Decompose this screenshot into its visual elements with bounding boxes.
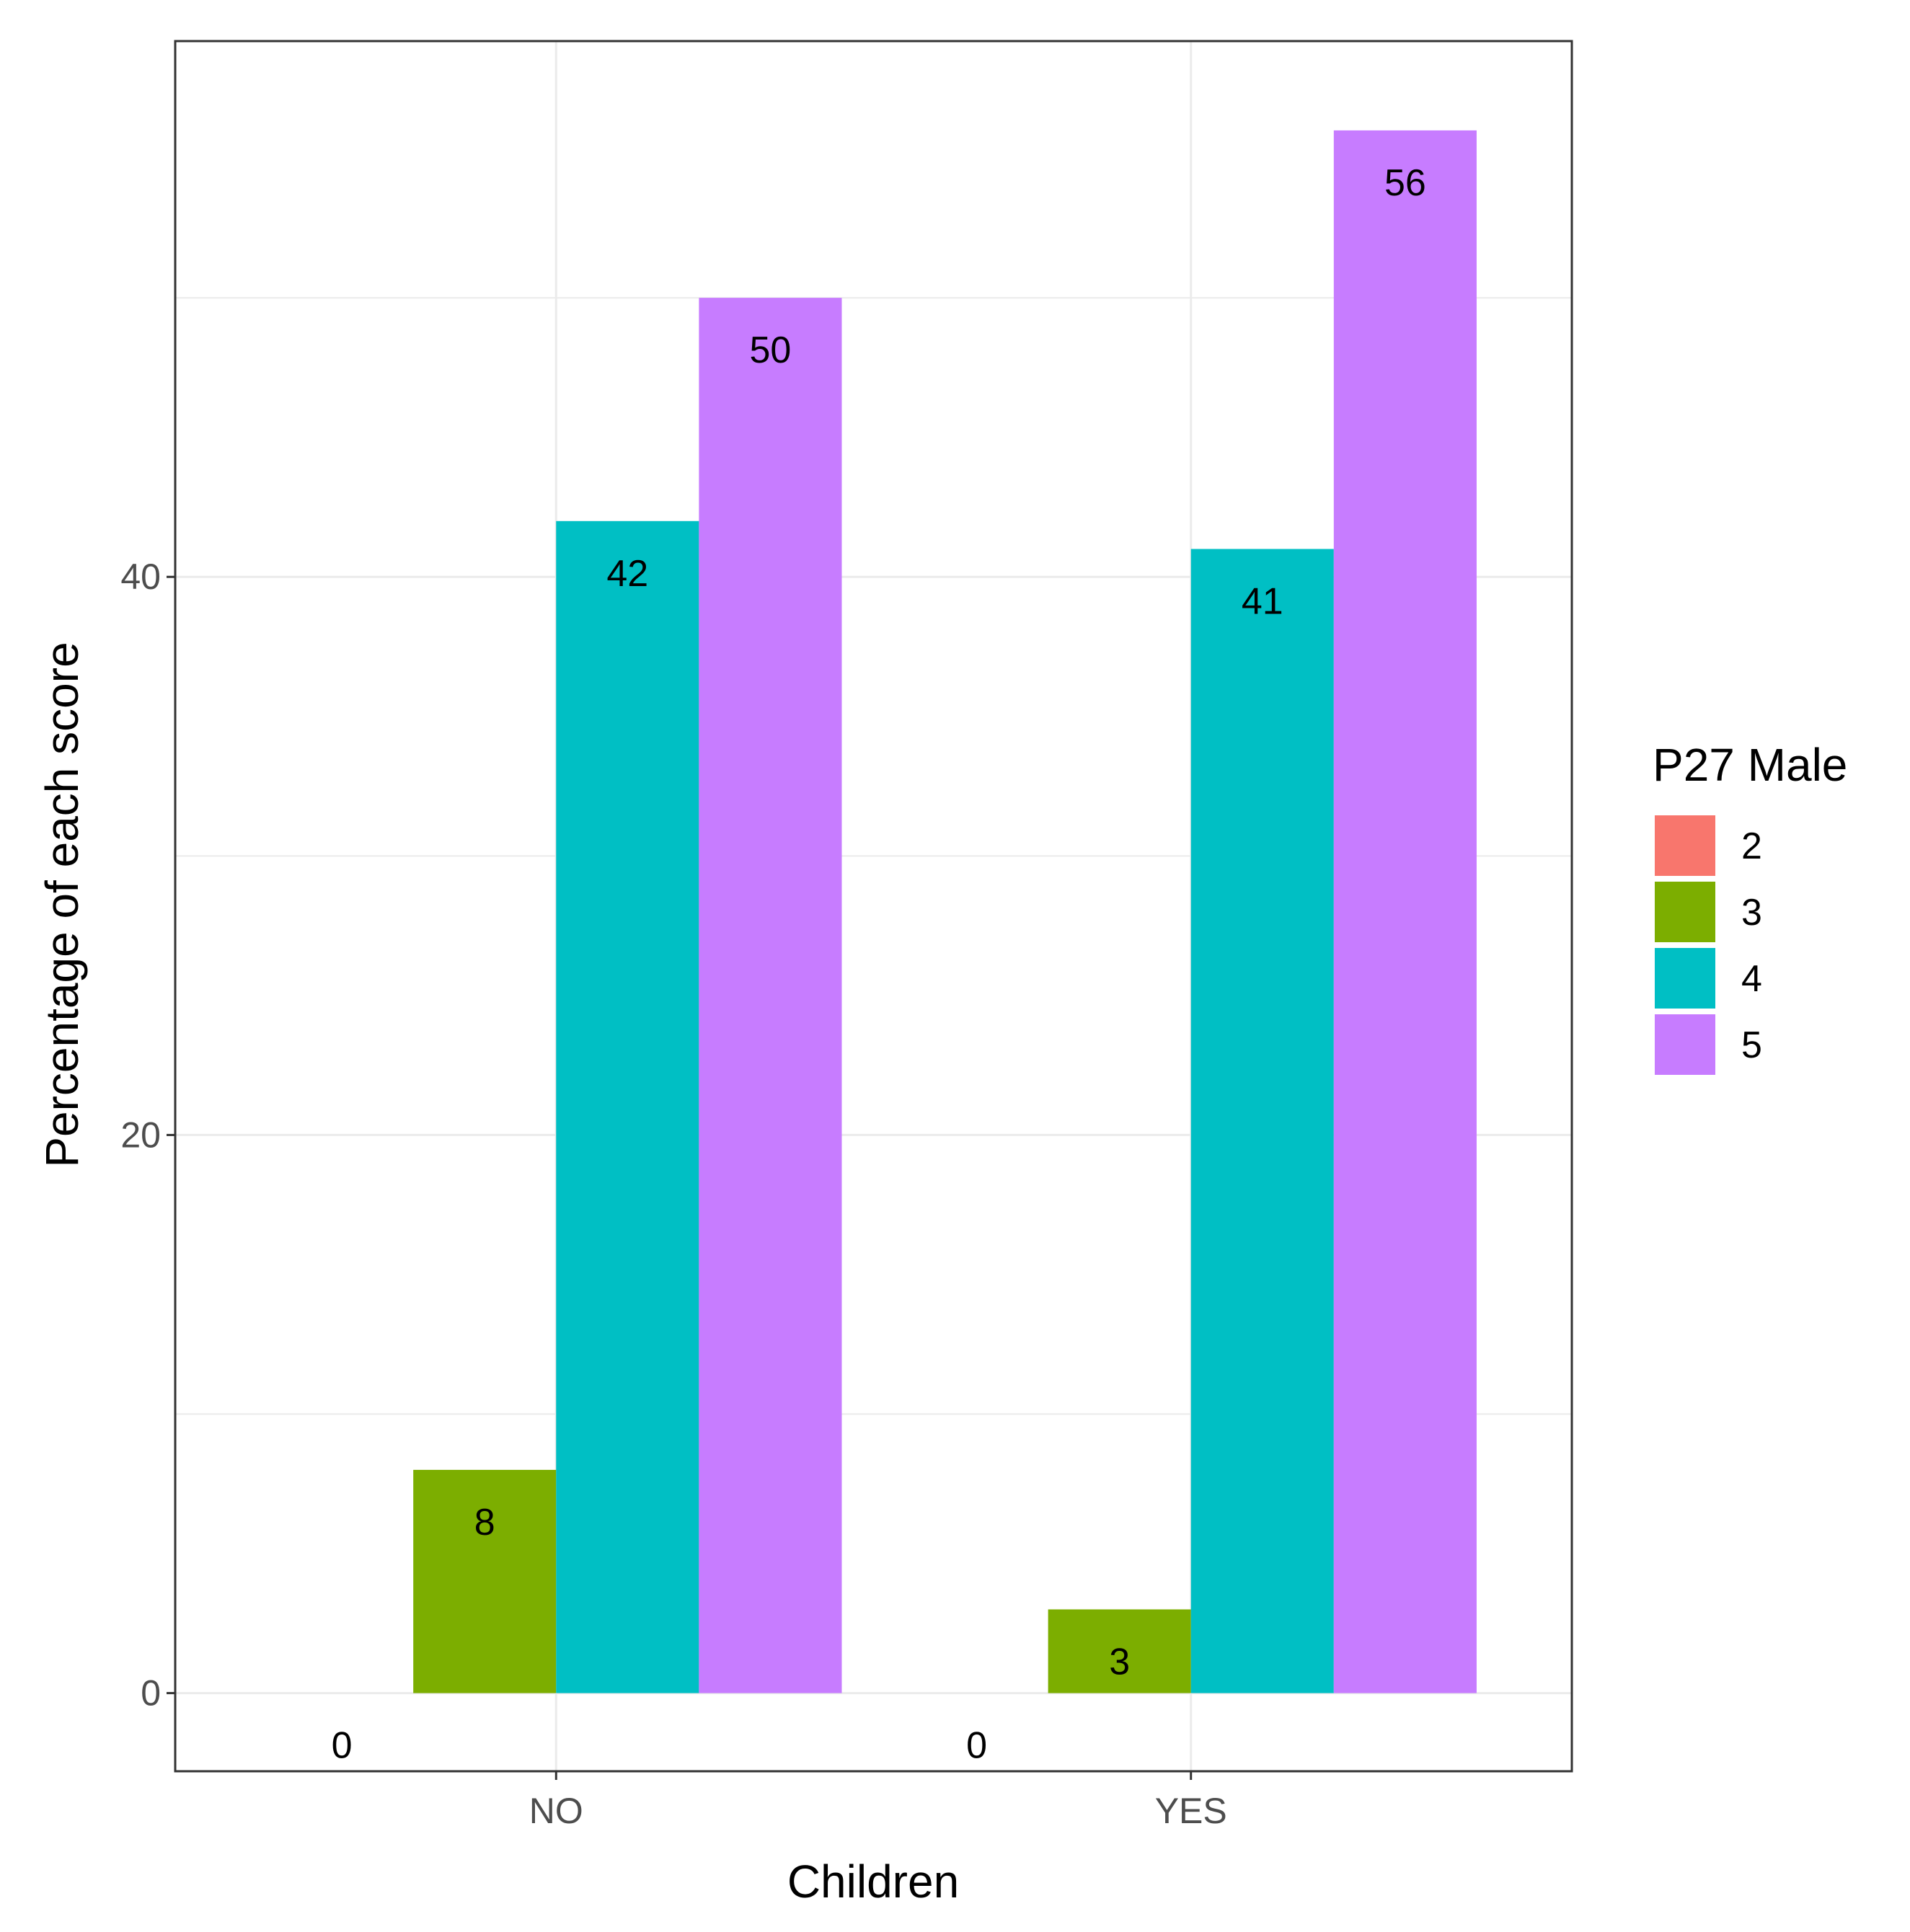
bar-no-score-3: [413, 1469, 557, 1693]
legend-key-2: [1655, 815, 1715, 876]
data-label-yes-score-5: 56: [1384, 162, 1426, 204]
x-axis-title: Children: [787, 1856, 959, 1907]
y-tick-label: 40: [120, 557, 161, 597]
data-label-no-score-2: 0: [332, 1725, 353, 1767]
data-label-yes-score-2: 0: [966, 1725, 987, 1767]
data-label-no-score-3: 8: [474, 1502, 495, 1543]
legend: P27 Male 2 3 4 5: [1653, 739, 1847, 1075]
bar-yes-score-3: [1048, 1609, 1191, 1693]
bar-no-score-4: [556, 520, 699, 1693]
legend-label-5: 5: [1741, 1024, 1762, 1066]
plot-panel-border: [174, 40, 1573, 1773]
y-tick-label: 0: [141, 1673, 161, 1714]
data-label-no-score-5: 50: [750, 329, 792, 371]
legend-items: 2 3 4 5: [1655, 815, 1762, 1075]
y-axis-title: Percentage of each score: [36, 642, 88, 1167]
legend-key-5: [1655, 1014, 1715, 1075]
bars: [413, 130, 1477, 1693]
data-label-yes-score-4: 41: [1242, 581, 1283, 623]
bar-no-score-5: [699, 298, 842, 1693]
y-tick-label: 20: [120, 1115, 161, 1155]
axes: 0 20 40 NO YES: [120, 557, 1226, 1831]
x-tick-label: YES: [1155, 1791, 1227, 1831]
data-label-no-score-4: 42: [606, 553, 648, 595]
legend-key-3: [1655, 882, 1715, 942]
bar-yes-score-5: [1333, 130, 1477, 1693]
legend-label-2: 2: [1741, 825, 1762, 867]
data-label-yes-score-3: 3: [1109, 1641, 1130, 1683]
legend-key-4: [1655, 948, 1715, 1009]
legend-label-3: 3: [1741, 892, 1762, 934]
legend-label-4: 4: [1741, 958, 1762, 1000]
x-tick-label: NO: [529, 1791, 583, 1831]
bar-yes-score-4: [1190, 549, 1334, 1693]
legend-title: P27 Male: [1653, 739, 1847, 791]
data-labels: 0 8 42 50 0 3 41 56: [332, 162, 1426, 1767]
